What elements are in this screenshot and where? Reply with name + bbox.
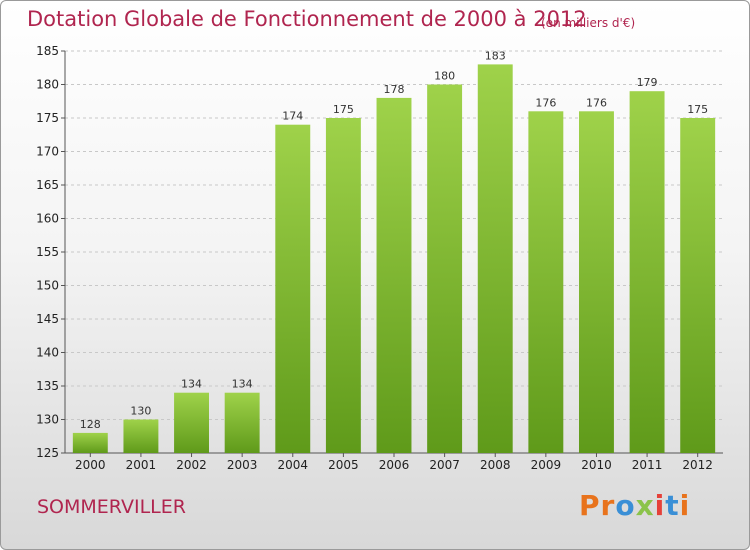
bar-2007: [427, 84, 463, 453]
logo-letter: P: [579, 489, 601, 522]
data-label: 175: [687, 103, 708, 116]
labels: 125 130 135 140 145 150 155 160 165 170 175 180 185 1…: [36, 44, 713, 472]
data-label: 134: [181, 378, 202, 391]
data-label: 176: [535, 96, 556, 109]
bar-2004: [275, 124, 311, 453]
bar-2006: [376, 97, 412, 454]
y-tick-label: 135: [36, 379, 59, 393]
x-tick-label: 2003: [227, 458, 258, 472]
data-label: 178: [384, 83, 405, 96]
x-tick-label: 2000: [75, 458, 106, 472]
data-label: 179: [637, 76, 658, 89]
bar-2000: [72, 432, 108, 453]
y-tick-label: 175: [36, 111, 59, 125]
bar-2003: [224, 392, 260, 453]
data-label: 176: [586, 96, 607, 109]
logo-letter: i: [679, 489, 691, 522]
bar-2002: [174, 392, 210, 453]
bar-2009: [528, 111, 564, 454]
data-label: 175: [333, 103, 354, 116]
logo-letter: i: [654, 489, 666, 522]
bar-2011: [629, 91, 665, 453]
unit-note: (en milliers d'€): [541, 16, 636, 30]
data-label: 128: [80, 418, 101, 431]
logo-letter: t: [665, 489, 680, 522]
y-tick-label: 150: [36, 279, 59, 293]
x-tick-label: 2006: [379, 458, 410, 472]
bars: [72, 64, 716, 454]
bar-2010: [578, 111, 614, 454]
y-tick-label: 185: [36, 44, 59, 58]
x-tick-label: 2011: [632, 458, 663, 472]
x-tick-label: 2001: [126, 458, 157, 472]
y-tick-label: 180: [36, 78, 59, 92]
proxiti-logo: Proxiti: [579, 489, 690, 522]
y-tick-label: 155: [36, 245, 59, 259]
data-label: 180: [434, 70, 455, 83]
chart-title: Dotation Globale de Fonctionnement de 20…: [27, 7, 587, 31]
logo-letter: r: [600, 489, 616, 522]
y-tick-label: 125: [36, 446, 59, 460]
x-tick-label: 2002: [176, 458, 207, 472]
x-tick-label: 2008: [480, 458, 511, 472]
x-tick-label: 2010: [581, 458, 612, 472]
x-tick-label: 2009: [531, 458, 562, 472]
y-tick-label: 145: [36, 312, 59, 326]
logo-letter: x: [635, 489, 655, 522]
x-tick-label: 2004: [277, 458, 308, 472]
bar-2005: [325, 118, 361, 453]
y-tick-label: 170: [36, 145, 59, 159]
y-tick-label: 140: [36, 346, 59, 360]
data-label: 174: [282, 110, 303, 123]
bar-2008: [477, 64, 513, 454]
bar-2012: [680, 118, 716, 453]
x-tick-label: 2005: [328, 458, 359, 472]
x-tick-label: 2012: [682, 458, 713, 472]
y-tick-label: 165: [36, 178, 59, 192]
y-tick-label: 130: [36, 413, 59, 427]
place-name: SOMMERVILLER: [37, 496, 186, 518]
data-label: 183: [485, 49, 506, 62]
y-tick-label: 160: [36, 212, 59, 226]
data-label: 130: [130, 405, 151, 418]
data-label: 134: [232, 378, 253, 391]
x-tick-label: 2007: [429, 458, 460, 472]
bar-2001: [123, 419, 159, 453]
logo-letter: o: [615, 489, 636, 522]
